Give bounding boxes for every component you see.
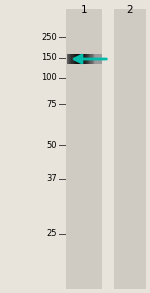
Bar xyxy=(81,54,82,64)
Bar xyxy=(84,54,86,64)
Text: 250: 250 xyxy=(41,33,57,42)
Bar xyxy=(83,54,85,64)
Bar xyxy=(73,54,74,64)
Bar xyxy=(69,54,70,64)
Text: 150: 150 xyxy=(41,53,57,62)
Text: 37: 37 xyxy=(46,174,57,183)
Bar xyxy=(101,54,102,64)
Bar xyxy=(77,54,79,64)
Bar xyxy=(70,54,72,64)
Bar xyxy=(68,54,69,64)
Bar xyxy=(93,54,94,64)
Bar xyxy=(75,54,76,64)
Text: 1: 1 xyxy=(81,5,87,15)
Bar xyxy=(95,54,97,64)
Bar xyxy=(90,54,92,64)
Text: 25: 25 xyxy=(47,229,57,239)
Bar xyxy=(94,54,95,64)
Bar xyxy=(67,54,68,64)
Bar xyxy=(96,54,98,64)
Bar xyxy=(74,54,75,64)
Bar xyxy=(88,54,89,64)
Bar xyxy=(79,54,80,64)
Bar xyxy=(114,9,146,289)
Bar xyxy=(87,54,88,64)
Bar xyxy=(76,54,78,64)
Bar xyxy=(86,54,87,64)
Text: 2: 2 xyxy=(127,5,133,15)
Bar xyxy=(92,54,93,64)
Bar xyxy=(98,54,99,64)
Bar xyxy=(100,54,101,64)
Bar xyxy=(89,54,91,64)
Bar xyxy=(82,54,83,64)
Bar xyxy=(80,54,81,64)
Bar xyxy=(66,9,102,289)
Text: 75: 75 xyxy=(46,100,57,109)
Bar xyxy=(99,54,100,64)
Text: 100: 100 xyxy=(41,74,57,82)
Bar xyxy=(71,54,73,64)
Text: 50: 50 xyxy=(47,141,57,149)
